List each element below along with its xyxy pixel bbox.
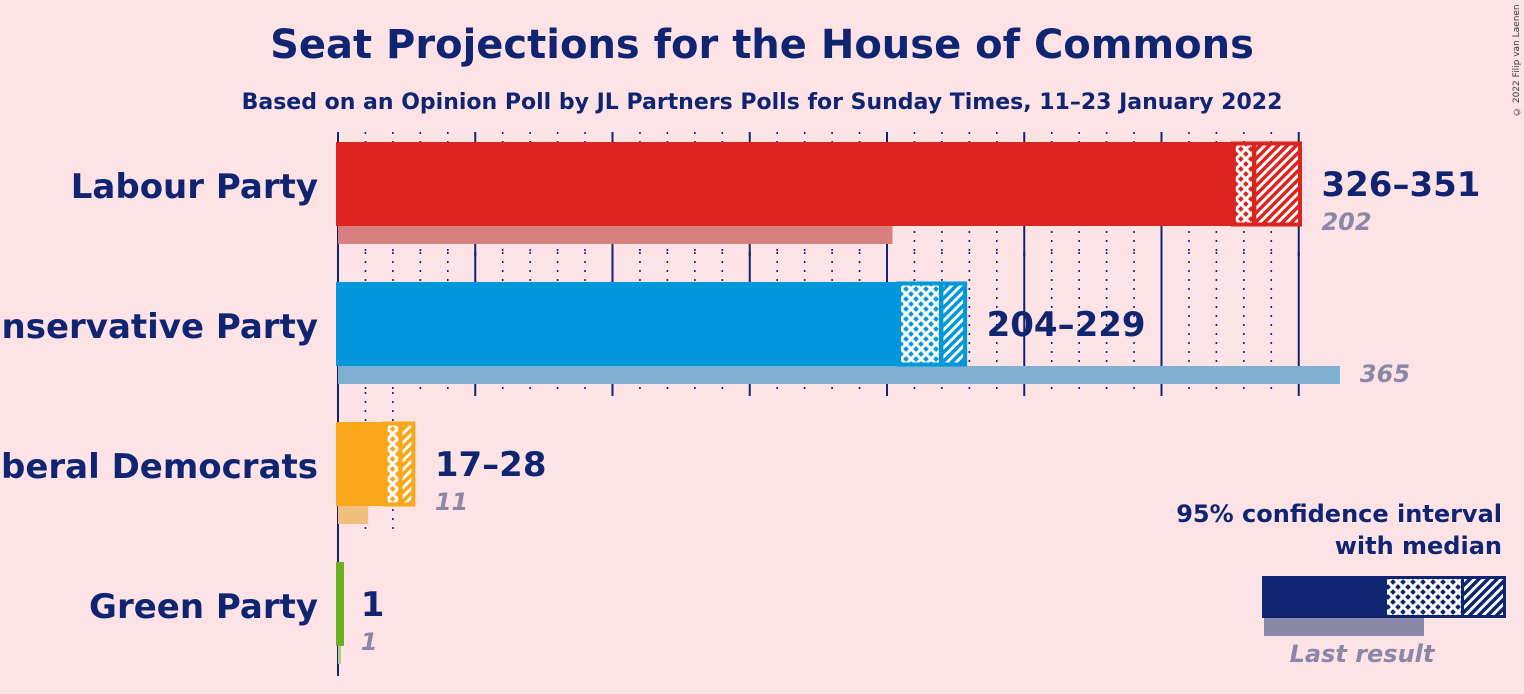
ci-outline-liberal-democrats (382, 421, 416, 507)
legend-last-result: Last result (1289, 640, 1435, 668)
ci-crosshatch-liberal-democrats (384, 422, 402, 506)
last-result-bar-labour-party (338, 226, 893, 244)
ci-solid-bar-green-party (336, 562, 344, 646)
legend-last-result-swatch (1264, 618, 1424, 636)
legend-ci-line1: 95% confidence interval (1176, 500, 1502, 528)
party-label-labour-party: Labour Party (71, 167, 318, 207)
legend (1262, 576, 1506, 636)
last-result-bar-liberal-democrats (338, 506, 369, 524)
bars: Labour Party 326–351 202 Conservative Party… (0, 141, 1480, 664)
ci-outline-labour-party (1230, 141, 1302, 227)
party-label-liberal-democrats: Liberal Democrats (0, 447, 318, 487)
ci-solid-bar-liberal-democrats (336, 422, 385, 506)
range-label-conservative-party: 204–229 (987, 305, 1146, 345)
ci-crosshatch-labour-party (1232, 142, 1255, 226)
ci-hatch-labour-party (1254, 142, 1302, 226)
last-result-bar-green-party (338, 646, 341, 664)
last-result-bar-conservative-party (338, 366, 1340, 384)
ci-crosshatch-conservative-party (897, 282, 942, 366)
ci-solid-bar-conservative-party (336, 282, 898, 366)
last-result-label-green-party: 1 (361, 628, 378, 656)
chart-title: Seat Projections for the House of Common… (270, 22, 1254, 68)
last-result-label-liberal-democrats: 11 (435, 488, 468, 516)
ci-solid-bar-labour-party (336, 142, 1233, 226)
chart-subtitle: Based on an Opinion Poll by JL Partners … (241, 90, 1283, 115)
range-label-labour-party: 326–351 (1321, 165, 1480, 205)
ci-outline-conservative-party (895, 281, 968, 367)
range-label-liberal-democrats: 17–28 (435, 445, 547, 485)
last-result-label-conservative-party: 365 (1360, 360, 1410, 388)
last-result-label-labour-party: 202 (1321, 208, 1371, 236)
legend-solid-swatch (1262, 576, 1384, 618)
legend-ci-line2: with median (1334, 532, 1502, 560)
party-label-conservative-party: Conservative Party (0, 307, 318, 347)
party-label-green-party: Green Party (89, 587, 318, 627)
range-label-green-party: 1 (361, 585, 385, 625)
legend-outline (1262, 576, 1506, 618)
